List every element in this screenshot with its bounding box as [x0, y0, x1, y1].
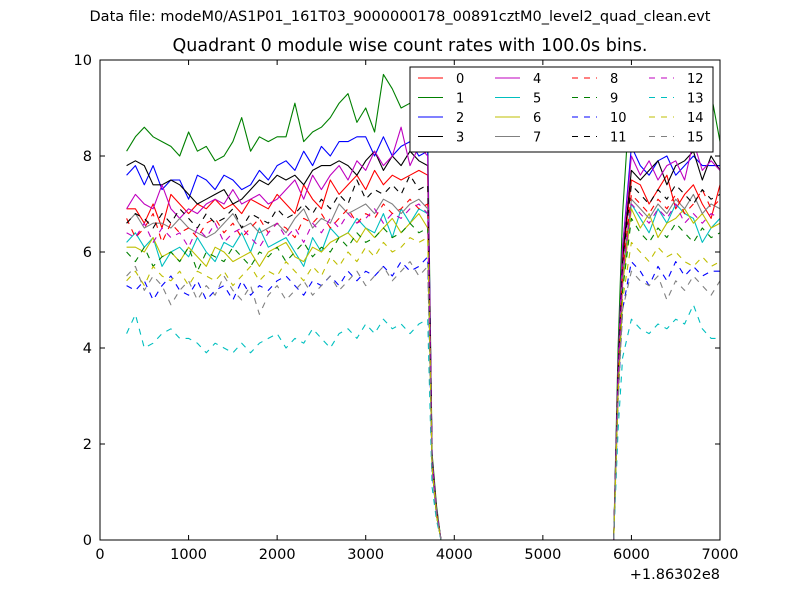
legend-label-4: 4 — [533, 72, 541, 87]
x-tick-label: 5000 — [524, 547, 561, 563]
series-line-4 — [126, 126, 720, 540]
legend-label-13: 13 — [687, 92, 704, 107]
x-tick-label: 7000 — [702, 547, 739, 563]
legend-label-8: 8 — [610, 72, 618, 87]
legend-label-12: 12 — [687, 72, 704, 87]
legend-label-3: 3 — [456, 131, 464, 146]
legend-label-10: 10 — [610, 111, 627, 126]
legend-label-1: 1 — [456, 92, 464, 107]
legend-label-11: 11 — [610, 131, 627, 146]
legend-label-7: 7 — [533, 131, 541, 146]
x-tick-label: 2000 — [259, 547, 296, 563]
chart-title: Quadrant 0 module wise count rates with … — [172, 36, 648, 56]
series-line-3 — [126, 150, 720, 540]
legend-label-0: 0 — [456, 72, 464, 87]
series-layer — [126, 73, 720, 540]
series-line-10 — [126, 256, 720, 540]
series-line-15 — [126, 261, 720, 540]
legend-label-14: 14 — [687, 111, 704, 126]
x-tick-label: 6000 — [613, 547, 650, 563]
legend-label-6: 6 — [533, 111, 541, 126]
y-tick-label: 6 — [83, 245, 92, 261]
data-file-title: Data file: modeM0/AS1P01_161T03_90000001… — [89, 9, 711, 25]
x-tick-label: 3000 — [347, 547, 384, 563]
plot-frame — [99, 59, 721, 541]
y-tick-label: 4 — [83, 341, 92, 357]
legend-label-5: 5 — [533, 92, 541, 107]
series-line-11 — [126, 174, 720, 540]
series-line-2 — [126, 136, 720, 540]
series-line-13 — [126, 304, 720, 540]
x-axis-offset-label: +1.86302e8 — [630, 567, 720, 583]
series-line-14 — [126, 237, 720, 540]
series-line-9 — [126, 217, 720, 540]
legend-label-15: 15 — [687, 131, 704, 146]
series-line-8 — [126, 189, 720, 540]
x-tick-label: 0 — [95, 547, 104, 563]
x-tick-label: 4000 — [436, 547, 473, 563]
series-line-7 — [126, 193, 720, 540]
series-line-6 — [126, 208, 720, 540]
y-tick-label: 0 — [83, 533, 92, 549]
legend-label-9: 9 — [610, 92, 618, 107]
y-tick-label: 2 — [83, 437, 92, 453]
y-tick-label: 10 — [74, 53, 92, 69]
x-tick-label: 1000 — [170, 547, 207, 563]
series-line-12 — [126, 203, 720, 540]
legend-box — [409, 66, 714, 153]
y-tick-label: 8 — [83, 149, 92, 165]
legend-label-2: 2 — [456, 111, 464, 126]
